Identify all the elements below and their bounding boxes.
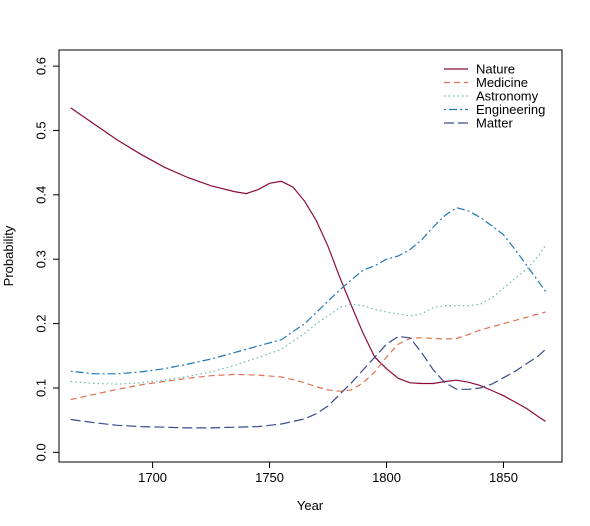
y-tick-label: 0.1 — [33, 379, 48, 397]
series-line-astronomy — [70, 244, 547, 385]
legend-label-matter: Matter — [476, 116, 514, 131]
y-tick-label: 0.4 — [33, 186, 48, 204]
x-axis: 1700 1750 1800 1850 — [138, 461, 518, 485]
legend-label-medicine: Medicine — [476, 75, 528, 90]
y-tick-label: 0.5 — [33, 121, 48, 139]
legend-label-nature: Nature — [476, 62, 515, 77]
y-tick-label: 0.2 — [33, 315, 48, 333]
x-tick-label: 1700 — [138, 470, 167, 485]
legend-label-astronomy: Astronomy — [476, 89, 539, 104]
x-tick-label: 1800 — [372, 470, 401, 485]
legend-label-engineering: Engineering — [476, 102, 545, 117]
series-line-engineering — [70, 207, 547, 375]
y-tick-label: 0.3 — [33, 250, 48, 268]
y-axis: 0.0 0.1 0.2 0.3 0.4 0.5 0.6 — [33, 57, 60, 461]
series-line-nature — [70, 107, 546, 422]
x-axis-label: Year — [297, 498, 324, 513]
x-tick-label: 1750 — [255, 470, 284, 485]
series-line-medicine — [70, 311, 546, 401]
y-tick-label: 0.6 — [33, 57, 48, 75]
series-layer — [70, 107, 547, 429]
y-tick-label: 0.0 — [33, 443, 48, 461]
y-axis-label: Probability — [1, 225, 16, 286]
series-line-matter — [70, 335, 547, 429]
x-tick-label: 1850 — [489, 470, 518, 485]
